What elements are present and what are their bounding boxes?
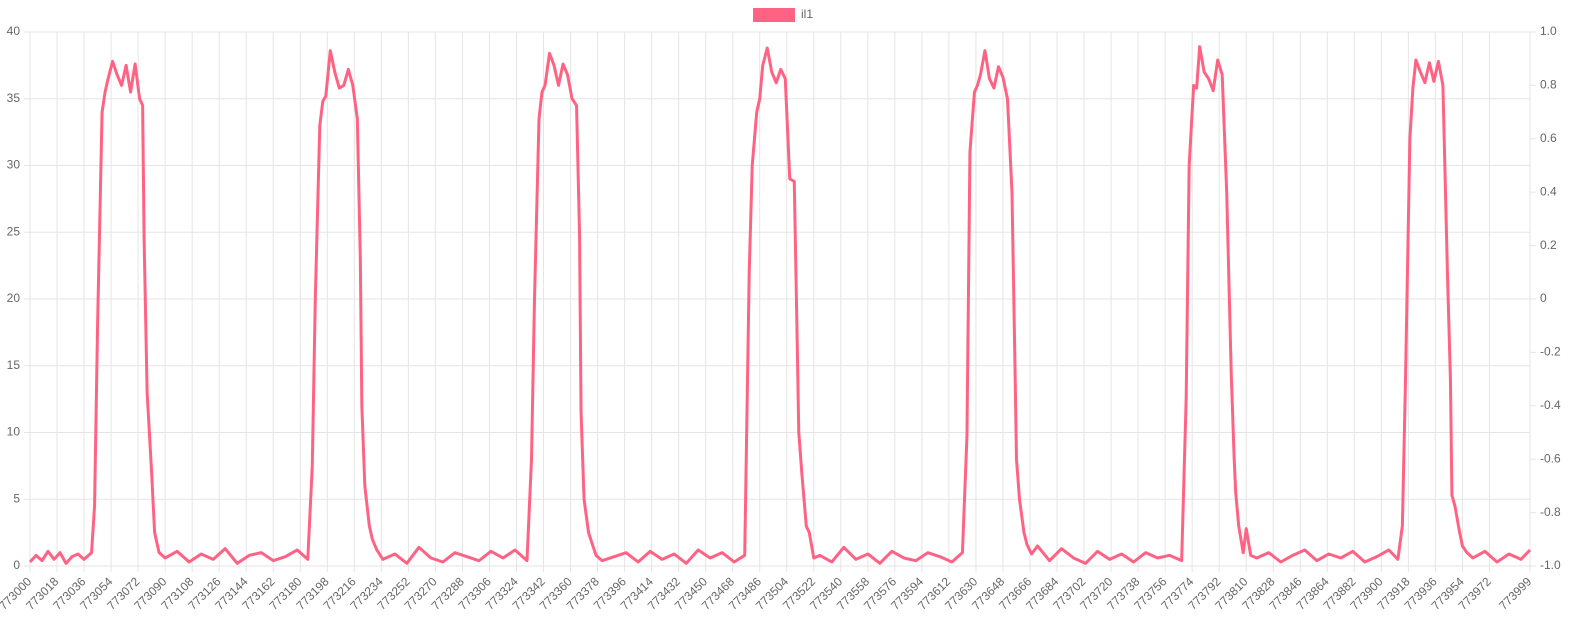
- y2-tick-label: 0.4: [1540, 184, 1557, 198]
- y-tick-label: 40: [7, 24, 21, 38]
- y2-tick-label: -1.0: [1540, 558, 1561, 572]
- y-tick-label: 15: [7, 358, 21, 372]
- y2-tick-label: 0.8: [1540, 78, 1557, 92]
- y2-tick-label: 0: [1540, 291, 1547, 305]
- legend-label: il1: [801, 7, 813, 21]
- y-tick-label: 5: [13, 491, 20, 505]
- y2-tick-label: 0.6: [1540, 131, 1557, 145]
- y2-tick-label: -0.4: [1540, 398, 1561, 412]
- y-tick-label: 0: [13, 558, 20, 572]
- x-tick-label: 773999: [1496, 574, 1534, 612]
- y-tick-label: 35: [7, 91, 21, 105]
- y2-tick-label: 1.0: [1540, 24, 1557, 38]
- line-series: [28, 45, 1532, 565]
- legend-swatch[interactable]: [753, 8, 795, 22]
- y-tick-label: 10: [7, 425, 21, 439]
- y-tick-label: 30: [7, 158, 21, 172]
- y-tick-label: 20: [7, 291, 21, 305]
- y-tick-label: 25: [7, 224, 21, 238]
- y2-tick-label: -0.8: [1540, 505, 1561, 519]
- y2-tick-label: 0.2: [1540, 238, 1557, 252]
- y2-tick-label: -0.2: [1540, 345, 1561, 359]
- y2-tick-label: -0.6: [1540, 451, 1561, 465]
